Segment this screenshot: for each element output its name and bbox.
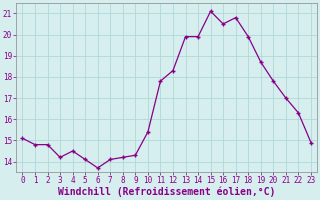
X-axis label: Windchill (Refroidissement éolien,°C): Windchill (Refroidissement éolien,°C) <box>58 187 276 197</box>
